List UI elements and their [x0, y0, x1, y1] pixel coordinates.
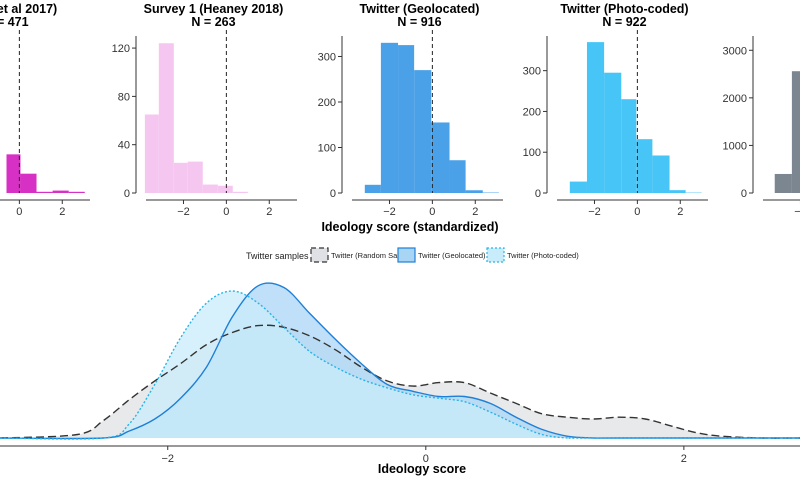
x-tick-label: 0 — [16, 206, 22, 218]
legend-key — [486, 247, 505, 263]
x-tick-label: 2 — [59, 206, 65, 218]
histogram-x-axis-title: Ideology score (standardized) — [321, 220, 498, 234]
y-tick-label: 3000 — [723, 45, 747, 57]
panel-title: Survey 1 (Heaney 2018) — [144, 2, 284, 16]
histogram-bar — [173, 162, 188, 193]
histogram-panel-2: Survey 1 (Heaney 2018)N = 263−2 0 20408012… — [112, 2, 297, 218]
histogram-bar — [465, 190, 483, 193]
histogram-panel-1: Fisher et al 2017)N = 471−202 — [0, 2, 90, 218]
histogram-bar — [774, 173, 792, 193]
panel-sample-size: N = 922 — [602, 15, 646, 29]
density-panel: −2 0 2 — [0, 282, 800, 465]
panel-sample-size: N = 916 — [397, 15, 441, 29]
histogram-bar — [604, 72, 622, 193]
x-tick-label: 2 — [472, 206, 478, 218]
histogram-bar — [398, 45, 415, 194]
x-tick-label: 0 — [223, 206, 229, 218]
histogram-bar — [20, 173, 37, 193]
legend-key — [310, 247, 329, 263]
histogram-panel-5: Twitter (−20100020003000 — [723, 36, 800, 218]
legend-title: Twitter samples — [246, 251, 309, 261]
histogram-bar — [36, 191, 53, 193]
histogram-bar — [217, 185, 233, 193]
legend-item: Twitter (Geolocated) — [397, 247, 486, 263]
y-tick-label: 0 — [741, 188, 747, 200]
y-tick-label: 80 — [118, 91, 130, 103]
histogram-bar — [449, 160, 466, 193]
histogram-bar — [569, 181, 587, 193]
panel-sample-size: N = 263 — [191, 15, 235, 29]
density-x-tick-label: 2 — [681, 453, 687, 465]
histogram-bar — [791, 71, 800, 193]
legend-label: Twitter (Photo-coded) — [507, 251, 579, 260]
histogram-bar — [232, 191, 248, 193]
histogram-bar — [621, 99, 637, 193]
x-tick-label: 0 — [634, 206, 640, 218]
density-legend: Twitter samples Twitter (Random Sample) Tw… — [246, 247, 579, 263]
y-tick-label: 0 — [535, 188, 541, 200]
legend-label: Twitter (Random Sample) — [331, 251, 417, 260]
y-tick-label: 100 — [523, 147, 541, 159]
x-tick-label: −2 — [794, 206, 800, 218]
legend-key — [397, 247, 416, 263]
histogram-bar — [431, 122, 450, 193]
y-tick-label: 200 — [523, 106, 541, 118]
histogram-bar — [414, 70, 432, 193]
x-tick-label: −2 — [383, 206, 396, 218]
density-x-tick-label: −2 — [161, 453, 174, 465]
x-tick-label: 0 — [429, 206, 435, 218]
density-x-axis-title: Ideology score — [378, 462, 466, 476]
histogram-bar — [364, 184, 381, 193]
histogram-bar — [144, 114, 159, 193]
legend-item: Twitter (Photo-coded) — [486, 247, 579, 263]
y-tick-label: 120 — [112, 43, 130, 55]
histogram-bar — [669, 190, 686, 193]
panel-title: Twitter (Photo-coded) — [560, 2, 688, 16]
x-tick-label: 2 — [677, 206, 683, 218]
y-tick-label: 100 — [318, 142, 336, 154]
y-tick-label: 0 — [124, 188, 130, 200]
x-tick-label: −2 — [177, 206, 190, 218]
histogram-panels: Fisher et al 2017)N = 471 −2 0 2 Survey 1 (H… — [0, 2, 800, 218]
density-x-tick-label: 0 — [423, 453, 429, 465]
density-line — [0, 324, 800, 439]
histogram-bar — [586, 42, 605, 193]
panel-title: Twitter (Geolocated) — [360, 2, 480, 16]
x-tick-label: −2 — [588, 206, 601, 218]
panel-sample-size: N = 471 — [0, 15, 29, 29]
y-tick-label: 200 — [318, 97, 336, 109]
density-area — [0, 291, 800, 440]
histogram-panel-4: Twitter (Photo-coded)N = 922 −2 0 2 0 100 200 3… — [523, 2, 708, 218]
histogram-bar — [202, 184, 218, 193]
y-tick-label: 0 — [330, 188, 336, 200]
histogram-bar — [52, 190, 69, 193]
histogram-bar — [68, 191, 85, 193]
histogram-panel-3: Twitter (Geolocated)N = 916 −2 0 2 0 100 200 30… — [318, 2, 503, 218]
histogram-bar — [652, 155, 670, 193]
legend-item: Twitter (Random Sample) — [310, 247, 417, 263]
legend-label: Twitter (Geolocated) — [418, 251, 486, 260]
y-tick-label: 300 — [318, 51, 336, 63]
histogram-bar — [187, 161, 203, 193]
panel-title: Fisher et al 2017) — [0, 2, 57, 16]
histogram-bar — [158, 43, 174, 193]
y-tick-label: 1000 — [723, 140, 747, 152]
y-tick-label: 40 — [118, 140, 130, 152]
y-tick-label: 2000 — [723, 93, 747, 105]
density-line — [0, 290, 800, 440]
y-tick-label: 300 — [523, 66, 541, 78]
density-line — [0, 282, 800, 440]
histogram-bar — [380, 42, 399, 194]
x-tick-label: 2 — [266, 206, 272, 218]
histogram-bar — [6, 154, 21, 193]
histogram-bar — [636, 139, 653, 193]
